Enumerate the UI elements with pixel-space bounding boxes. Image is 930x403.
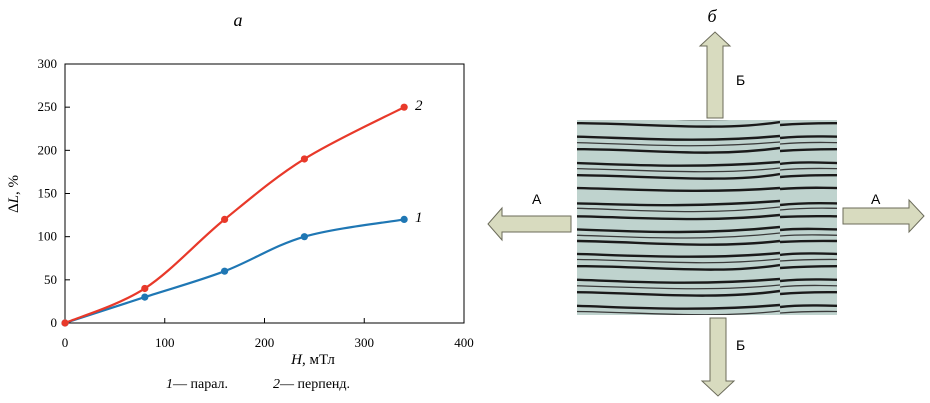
legend: 1— парал. 2— перпенд. [166, 377, 350, 392]
line-chart: 0 50 100 150 200 250 300 0 100 200 300 400 ΔL, % H… [6, 56, 474, 392]
series-1-point [400, 215, 408, 223]
y-tick-label: 50 [44, 272, 57, 287]
arrow-left-icon [487, 206, 572, 242]
x-axis-ticks: 0 100 200 300 400 [62, 318, 474, 350]
series-2-point [141, 284, 149, 293]
arrow-up-icon [698, 31, 732, 119]
series-1-point [141, 293, 149, 301]
x-tick-label: 100 [155, 335, 175, 350]
y-axis-title: ΔL, % [6, 175, 22, 213]
series-label-2: 2 [415, 98, 423, 114]
arrow-left-label: А [532, 191, 542, 207]
x-tick-label: 300 [355, 335, 375, 350]
panel-label-a: а [234, 10, 243, 30]
series-label-1: 1 [415, 210, 423, 226]
series-2-point [61, 319, 69, 327]
legend-item-2: 2— перпенд. [273, 377, 350, 392]
legend-item-1: 1— парал. [166, 377, 228, 392]
y-tick-label: 300 [38, 56, 58, 71]
y-tick-label: 100 [38, 229, 58, 244]
fiber-orientation-diagram: Б Б А А [487, 31, 925, 397]
arrow-right-label: А [871, 191, 881, 207]
legend-item-2-text: — перпенд. [279, 377, 350, 392]
series-1-point [300, 233, 308, 241]
x-tick-label: 200 [255, 335, 275, 350]
x-tick-label: 400 [454, 335, 474, 350]
x-axis-title: H, мТл [290, 352, 335, 368]
y-tick-label: 250 [38, 99, 58, 114]
legend-item-2-num: 2 [273, 377, 280, 392]
series-line-1 [64, 218, 405, 325]
legend-item-1-text: — парал. [172, 377, 228, 392]
micrograph-image [577, 120, 837, 315]
arrow-down-icon [700, 317, 736, 397]
x-axis-title-unit: , мТл [302, 352, 335, 368]
plot-frame [64, 63, 465, 324]
y-tick-label: 0 [51, 315, 58, 330]
y-axis-title-var: L [6, 195, 22, 204]
arrow-right-icon [842, 198, 925, 234]
x-axis-title-var: H [290, 352, 303, 368]
y-axis-title-prefix: Δ [6, 203, 22, 213]
arrow-up-label: Б [736, 72, 745, 88]
x-tick-label: 0 [62, 335, 69, 350]
series-line-2 [64, 106, 405, 325]
y-tick-label: 200 [38, 142, 58, 157]
arrow-down-label: Б [736, 337, 745, 353]
panel-label-b: б [707, 6, 717, 26]
y-axis-title-unit: , % [6, 175, 22, 195]
series-2-point [300, 155, 308, 163]
series-layer [61, 103, 408, 327]
legend-item-1-num: 1 [166, 377, 173, 392]
series-1-point [221, 267, 229, 275]
series-2-point [221, 215, 229, 223]
y-axis-ticks: 0 50 100 150 200 250 300 [38, 56, 70, 330]
series-2-point [400, 103, 408, 111]
y-tick-label: 150 [38, 186, 58, 201]
